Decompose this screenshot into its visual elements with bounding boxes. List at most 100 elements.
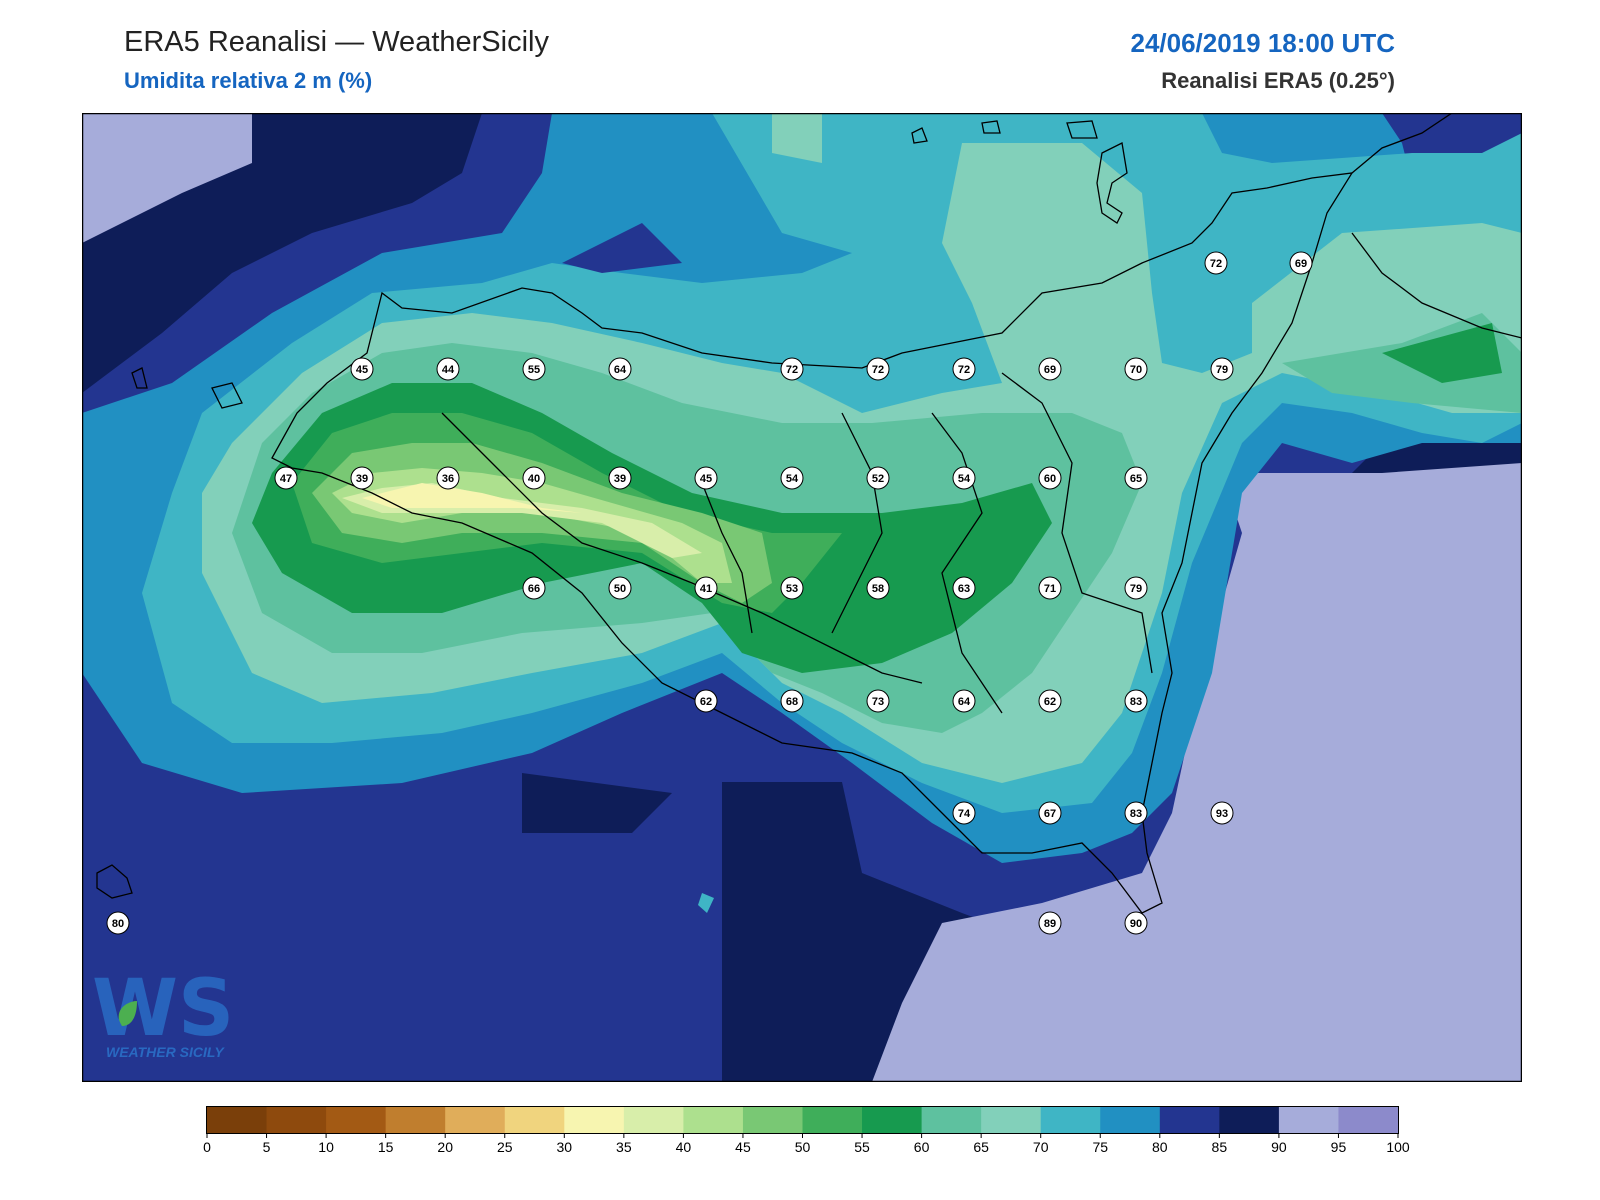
station-marker: 58	[866, 576, 890, 600]
station-value: 83	[1130, 808, 1142, 820]
colorbar-swatch	[742, 1107, 803, 1133]
field-rh95-ionian	[872, 463, 1522, 1082]
station-circle	[1289, 251, 1313, 275]
map-frame	[82, 113, 1522, 1082]
station-value: 74	[958, 808, 971, 820]
station-value: 53	[786, 583, 798, 595]
station-circle	[350, 466, 374, 490]
station-value: 55	[528, 364, 540, 376]
station-value: 54	[958, 473, 971, 485]
station-value: 83	[1130, 696, 1142, 708]
station-circle	[780, 689, 804, 713]
station-value: 73	[872, 696, 884, 708]
logo-monogram: WS	[92, 964, 234, 1054]
colorbar-tick-label: 0	[203, 1139, 211, 1155]
station-value: 60	[1044, 473, 1056, 485]
station-marker: 67	[1038, 801, 1062, 825]
station-marker: 64	[608, 357, 632, 381]
station-value: 50	[614, 583, 626, 595]
station-values: 72 69 45 44 55 64 72 72 72 69 70 79 47 39 36 40 39 45 54 52…	[106, 251, 1313, 935]
station-value: 71	[1044, 583, 1056, 595]
station-circle	[780, 576, 804, 600]
station-circle	[952, 466, 976, 490]
colorbar-tick-label: 5	[263, 1139, 271, 1155]
station-marker: 90	[1124, 911, 1148, 935]
station-marker: 72	[952, 357, 976, 381]
data-source: Reanalisi ERA5 (0.25°)	[1161, 68, 1395, 93]
station-circle	[1124, 801, 1148, 825]
station-circle	[866, 576, 890, 600]
station-circle	[436, 357, 460, 381]
colorbar-swatch	[981, 1107, 1042, 1133]
station-circle	[866, 357, 890, 381]
station-value: 45	[356, 364, 368, 376]
station-value: 62	[1044, 696, 1056, 708]
colorbar-swatch	[1278, 1107, 1339, 1133]
colorbar-swatch	[1219, 1107, 1280, 1133]
colorbar-frame	[206, 1106, 1399, 1134]
station-marker: 41	[694, 576, 718, 600]
colorbar-tick-label: 60	[914, 1139, 930, 1155]
calabria-coastline	[1351, 113, 1522, 339]
station-marker: 55	[522, 357, 546, 381]
colorbar-swatch	[623, 1107, 684, 1133]
station-circle	[952, 357, 976, 381]
malta	[96, 864, 133, 899]
station-value: 39	[356, 473, 368, 485]
station-value: 52	[872, 473, 884, 485]
station-circle	[952, 801, 976, 825]
field-rh70-north-patch	[772, 113, 822, 163]
station-value: 66	[528, 583, 540, 595]
station-value: 80	[112, 918, 124, 930]
station-marker: 74	[952, 801, 976, 825]
field-rh85-core-north	[562, 223, 682, 273]
station-marker: 44	[436, 357, 460, 381]
station-marker: 83	[1124, 689, 1148, 713]
station-circle	[1204, 251, 1228, 275]
station-marker: 79	[1124, 576, 1148, 600]
station-marker: 70	[1124, 357, 1148, 381]
station-value: 36	[442, 473, 454, 485]
colorbar-swatch	[1338, 1107, 1399, 1133]
station-circle	[1210, 357, 1234, 381]
station-marker: 69	[1038, 357, 1062, 381]
aeolian-islands	[911, 120, 1128, 224]
station-value: 79	[1216, 364, 1228, 376]
station-marker: 68	[780, 689, 804, 713]
station-value: 64	[958, 696, 971, 708]
station-value: 58	[872, 583, 884, 595]
colorbar-legend: 0 5 10 15 20 25 30 35 40 45 50 55 60 65 70 75 80 85 90 95 10…	[203, 1106, 1410, 1155]
station-marker: 72	[866, 357, 890, 381]
variable-subtitle: Umidita relativa 2 m (%)	[124, 68, 373, 93]
field-rh75-pantelleria	[698, 893, 714, 913]
station-circle	[1038, 357, 1062, 381]
leaf-icon	[118, 1001, 137, 1026]
station-circle	[522, 357, 546, 381]
station-circle	[694, 576, 718, 600]
station-circle	[780, 466, 804, 490]
sicily-coastline	[271, 172, 1354, 914]
colorbar-tick-label: 20	[437, 1139, 453, 1155]
station-value: 90	[1130, 918, 1142, 930]
colorbar-tick-label: 10	[318, 1139, 334, 1155]
station-value: 69	[1044, 364, 1056, 376]
station-value: 79	[1130, 583, 1142, 595]
colorbar-tick-label: 95	[1331, 1139, 1347, 1155]
station-circle	[522, 466, 546, 490]
colorbar-swatch	[504, 1107, 565, 1133]
station-marker: 54	[780, 466, 804, 490]
station-circle	[1124, 689, 1148, 713]
station-circle	[1038, 576, 1062, 600]
station-circle	[1210, 801, 1234, 825]
valid-datetime: 24/06/2019 18:00 UTC	[1130, 28, 1395, 58]
field-rh95-northwest	[82, 113, 252, 243]
station-marker: 36	[436, 466, 460, 490]
station-value: 68	[786, 696, 798, 708]
colorbar-swatch	[921, 1107, 982, 1133]
station-marker: 72	[780, 357, 804, 381]
colorbar-swatch	[445, 1107, 506, 1133]
station-marker: 45	[694, 466, 718, 490]
station-value: 67	[1044, 808, 1056, 820]
station-circle	[1124, 466, 1148, 490]
station-value: 93	[1216, 808, 1228, 820]
